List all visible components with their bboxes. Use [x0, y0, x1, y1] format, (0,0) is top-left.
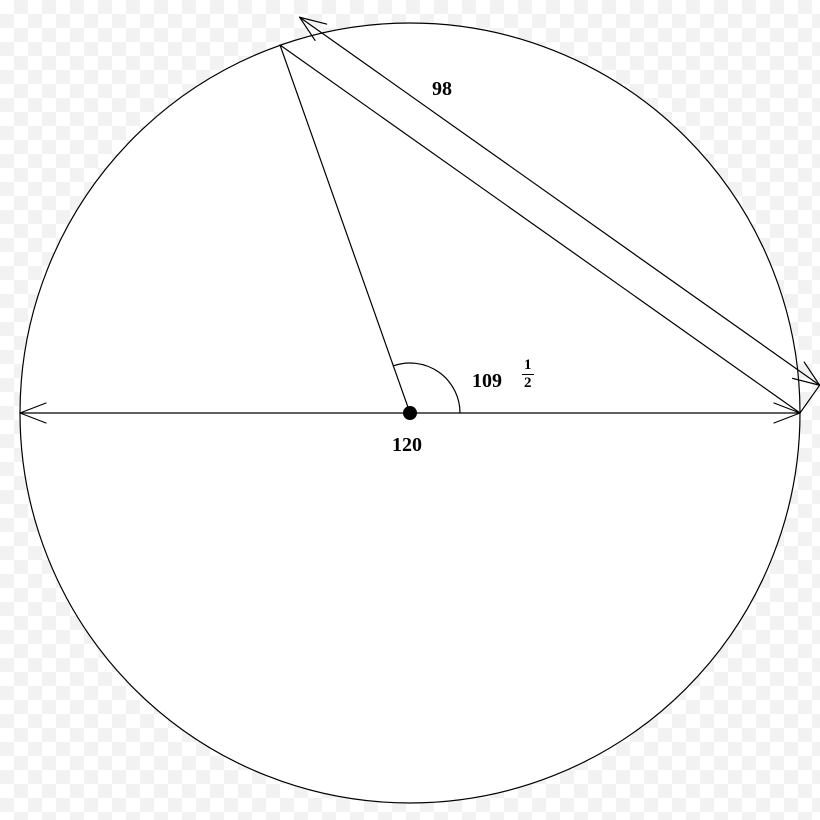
angle-label-fraction: 1 2	[522, 358, 534, 391]
angle-label-int: 109	[472, 370, 502, 393]
diameter-label: 120	[392, 434, 422, 457]
diagram-canvas: 120 98 109 1 2	[0, 0, 820, 820]
angle-frac-denominator: 2	[522, 375, 534, 391]
angle-frac-numerator: 1	[522, 358, 534, 375]
chord-label: 98	[432, 78, 452, 101]
geometry-svg	[0, 0, 820, 820]
